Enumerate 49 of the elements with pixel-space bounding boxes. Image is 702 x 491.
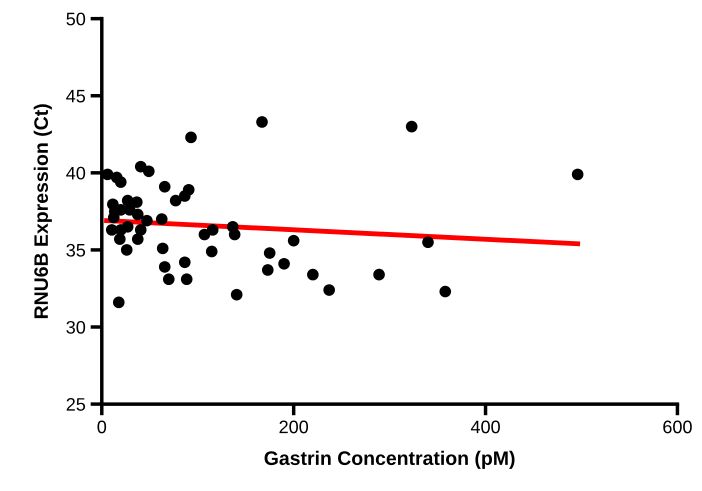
point bbox=[572, 168, 584, 180]
y-tick-label: 50 bbox=[66, 12, 86, 26]
point bbox=[131, 196, 143, 208]
x-axis-title: Gastrin Concentration (pM) bbox=[264, 450, 514, 469]
point bbox=[120, 244, 133, 256]
x-tick-label: 400 bbox=[470, 420, 500, 434]
y-tick-label: 45 bbox=[66, 90, 86, 102]
point bbox=[141, 214, 153, 226]
y-tick-label: 35 bbox=[66, 244, 86, 257]
y-tick-label: 25 bbox=[66, 398, 86, 411]
point bbox=[112, 296, 125, 308]
y-tick-label: 30 bbox=[66, 320, 86, 334]
point bbox=[262, 264, 274, 276]
point bbox=[178, 256, 191, 268]
point bbox=[373, 268, 385, 280]
point bbox=[406, 120, 418, 132]
point bbox=[132, 208, 144, 220]
point bbox=[122, 220, 134, 233]
x-tick-label: 0 bbox=[97, 420, 106, 434]
point bbox=[156, 213, 168, 225]
point bbox=[132, 233, 144, 245]
point bbox=[264, 247, 276, 259]
point bbox=[206, 224, 219, 236]
point bbox=[206, 246, 218, 258]
point bbox=[170, 194, 182, 206]
point bbox=[142, 165, 155, 178]
point bbox=[185, 132, 197, 144]
point bbox=[134, 224, 147, 236]
y-tick-label: 40 bbox=[66, 166, 86, 180]
point bbox=[439, 286, 452, 298]
point bbox=[114, 176, 127, 188]
point bbox=[288, 234, 300, 246]
y-axis-title: RNU6B Expression (Ct) bbox=[34, 104, 52, 318]
point bbox=[422, 236, 434, 248]
point bbox=[307, 268, 319, 280]
point bbox=[323, 284, 335, 296]
point bbox=[162, 273, 175, 286]
point bbox=[256, 116, 268, 128]
point bbox=[158, 261, 171, 273]
point bbox=[230, 288, 242, 300]
x-tick-label: 200 bbox=[280, 420, 308, 434]
point bbox=[114, 233, 126, 245]
point bbox=[182, 184, 195, 196]
point bbox=[158, 180, 171, 193]
point bbox=[278, 258, 290, 270]
x-tick-label: 600 bbox=[663, 420, 692, 434]
point bbox=[156, 242, 169, 254]
point bbox=[180, 273, 193, 286]
point bbox=[228, 228, 240, 240]
